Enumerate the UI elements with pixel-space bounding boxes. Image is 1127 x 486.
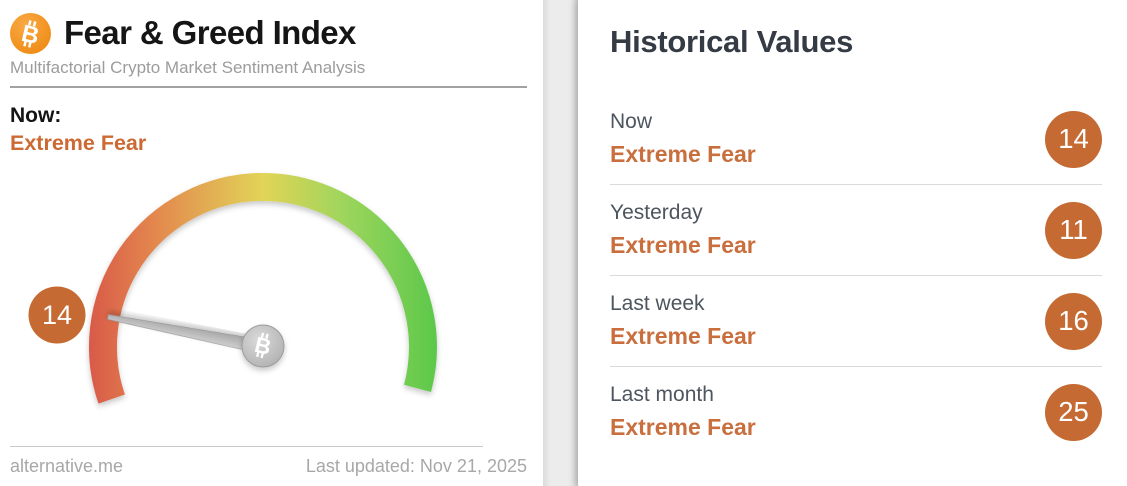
historical-values-title: Historical Values — [610, 24, 854, 59]
row-label: Last week — [610, 292, 705, 315]
value-badge: 16 — [1045, 292, 1102, 350]
row-label: Now — [610, 110, 653, 133]
last-updated-text: Last updated: Nov 21, 2025 — [305, 456, 527, 476]
row-sentiment: Extreme Fear — [610, 232, 756, 258]
value-badge: 11 — [1045, 201, 1102, 259]
row-label: Last month — [610, 383, 714, 406]
bitcoin-icon — [10, 12, 51, 54]
row-sentiment: Extreme Fear — [610, 141, 756, 167]
historical-values-card: Historical Values Now Extreme Fear 14 Ye… — [578, 0, 1127, 486]
subtitle: Multifactorial Crypto Market Sentiment A… — [10, 58, 366, 77]
gauge-value: 14 — [42, 300, 72, 330]
history-row-last-week: Last week Extreme Fear 16 — [610, 275, 1102, 366]
history-row-yesterday: Yesterday Extreme Fear 11 — [610, 184, 1102, 275]
header-divider — [10, 86, 527, 88]
history-row-now: Now Extreme Fear 14 — [610, 94, 1102, 184]
now-sentiment: Extreme Fear — [10, 131, 147, 155]
gauge-needle — [107, 314, 265, 355]
gauge-arc — [88, 172, 437, 404]
footer-divider — [10, 446, 483, 447]
gauge-card: Fear & Greed Index Multifactorial Crypto… — [0, 0, 543, 486]
value-badge: 25 — [1045, 383, 1102, 441]
gauge-value-badge — [28, 286, 86, 344]
row-sentiment: Extreme Fear — [610, 414, 756, 440]
row-label: Yesterday — [610, 201, 703, 224]
row-sentiment: Extreme Fear — [610, 323, 756, 349]
gauge-card-header: Fear & Greed Index Multifactorial Crypto… — [0, 0, 543, 156]
page-title: Fear & Greed Index — [64, 14, 356, 51]
brand-row: Fear & Greed Index — [10, 12, 527, 54]
fear-greed-gauge: B 14 — [28, 172, 437, 404]
now-label: Now: — [10, 104, 62, 127]
source-link[interactable]: alternative.me — [10, 456, 124, 476]
value-badge: 14 — [1045, 110, 1102, 168]
gauge-card-footer: alternative.me Last updated: Nov 21, 202… — [10, 446, 527, 477]
history-row-last-month: Last month Extreme Fear 25 — [610, 366, 1102, 457]
background-gap — [543, 0, 578, 486]
historical-values-list: Now Extreme Fear 14 Yesterday Extreme Fe… — [610, 94, 1102, 457]
